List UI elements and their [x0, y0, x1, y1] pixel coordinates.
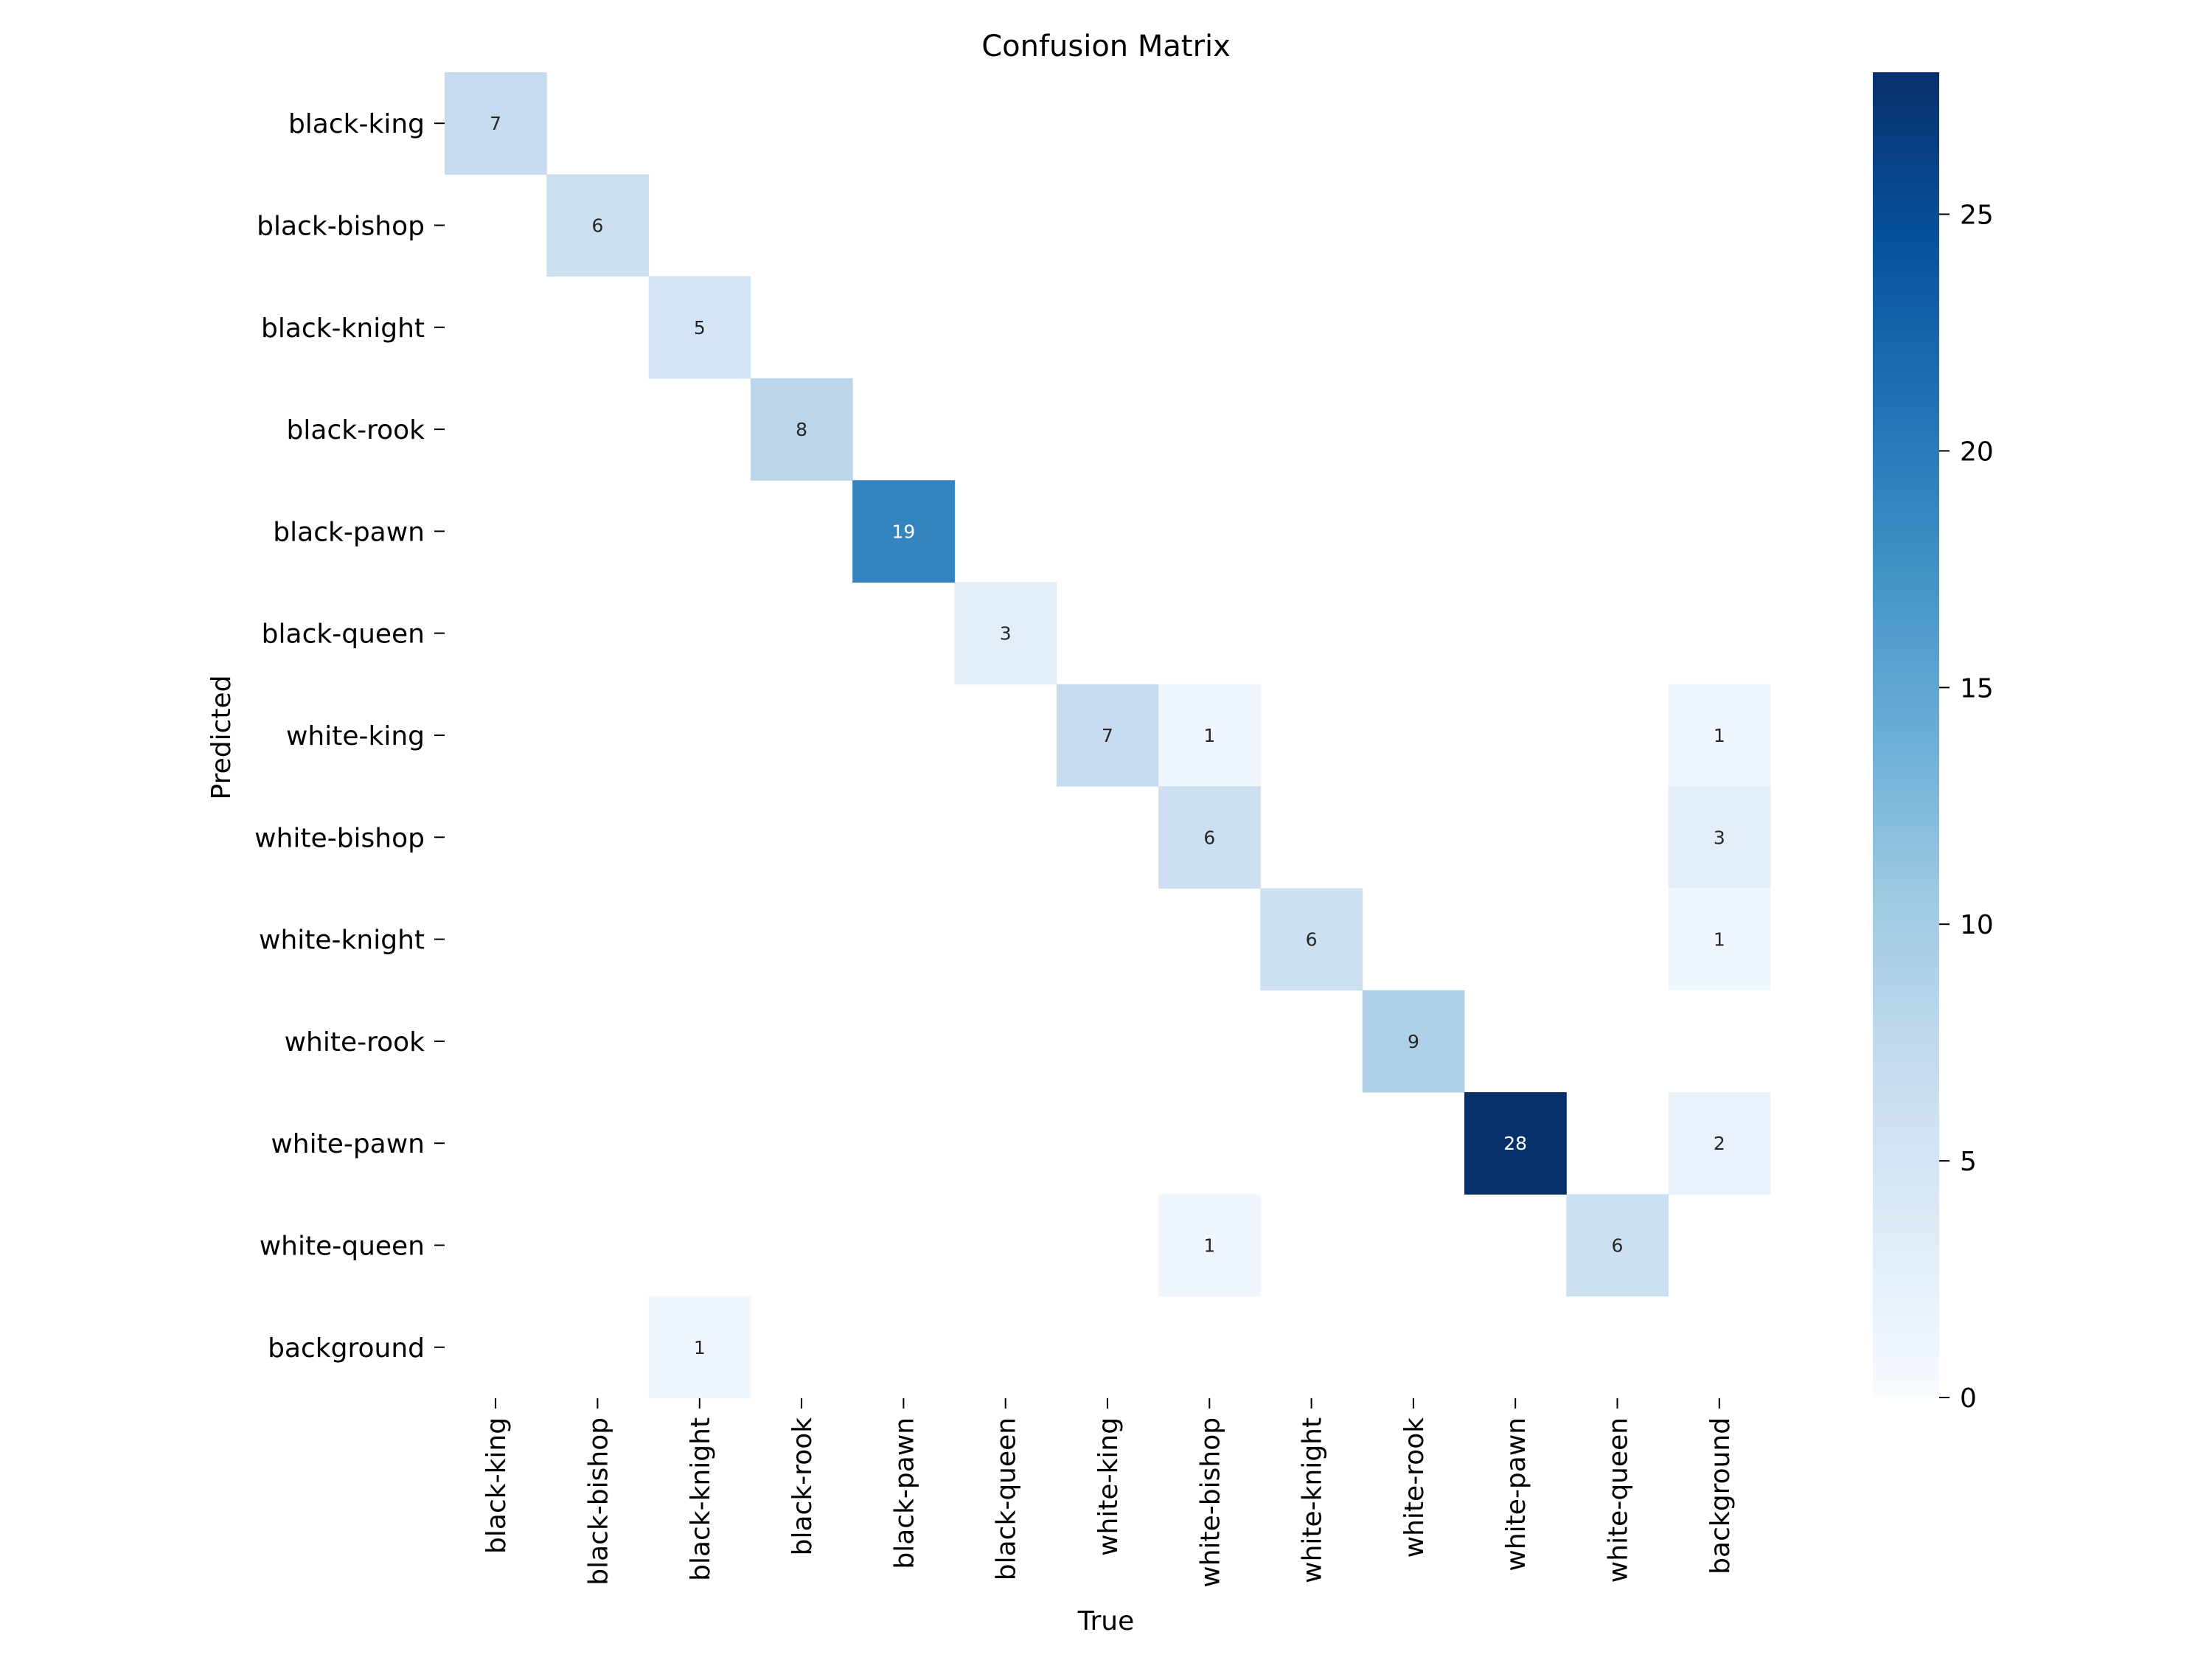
cell-value-label: 6 — [1612, 1235, 1624, 1257]
x-tick-label: white-queen — [1604, 1417, 1634, 1583]
y-tick-labels: black-king black-bishop black-knight black-… — [254, 109, 445, 1364]
y-tick-label: black-queen — [262, 619, 425, 650]
cell-value-label: 6 — [1203, 827, 1215, 848]
cell-value-label: 8 — [796, 419, 807, 440]
y-tick-label: white-rook — [285, 1027, 425, 1058]
cell-value-label: 1 — [1203, 1235, 1215, 1257]
y-tick-label: white-bishop — [254, 823, 425, 853]
x-tick-label: black-knight — [686, 1417, 716, 1581]
x-tick-label: black-rook — [787, 1417, 818, 1556]
y-tick-label: background — [268, 1333, 425, 1364]
cell-value-label: 9 — [1408, 1031, 1419, 1052]
cell-value-label: 7 — [1102, 725, 1113, 746]
y-tick-label: white-king — [286, 721, 425, 751]
cell-value-label: 3 — [1000, 623, 1012, 645]
y-tick-label: black-knight — [261, 313, 425, 344]
heatmap-cell — [1158, 786, 1261, 889]
y-tick-label: black-bishop — [257, 212, 425, 242]
chart-title: Confusion Matrix — [981, 29, 1231, 63]
cell-value-label: 6 — [1306, 929, 1318, 951]
cell-value-label: 1 — [694, 1337, 706, 1358]
cell-value-label: 28 — [1503, 1133, 1527, 1154]
x-tick-label: white-knight — [1298, 1417, 1328, 1583]
heatmap-cell — [1158, 684, 1261, 787]
x-tick-label: black-pawn — [889, 1417, 919, 1569]
heatmap-cell — [1566, 1194, 1669, 1297]
y-axis-label: Predicted — [206, 676, 237, 800]
x-tick-label: black-king — [481, 1417, 512, 1554]
cell-value-label: 5 — [694, 317, 706, 338]
cell-value-label: 1 — [1203, 725, 1215, 746]
x-tick-label: black-bishop — [583, 1417, 613, 1586]
y-tick-label: black-king — [288, 109, 425, 139]
heatmap-cell — [1464, 1092, 1567, 1195]
heatmap-cell — [1056, 684, 1159, 787]
colorbar-tick-label: 5 — [1960, 1147, 1977, 1177]
cell-value-label: 1 — [1714, 725, 1725, 746]
x-tick-label: black-queen — [992, 1417, 1022, 1580]
heatmap-cell — [852, 480, 955, 583]
y-tick-label: white-queen — [260, 1232, 425, 1262]
colorbar-ticks: 0 5 10 15 20 25 — [1939, 201, 1994, 1414]
y-tick-label: black-rook — [287, 415, 425, 445]
cell-value-label: 19 — [891, 521, 915, 542]
y-tick-label: white-knight — [259, 926, 425, 956]
x-tick-labels: black-king black-bishop black-knight black-… — [481, 1398, 1736, 1588]
heatmap-cell — [546, 174, 650, 277]
colorbar — [1873, 72, 1939, 1398]
colorbar-tick-label: 10 — [1960, 910, 1994, 940]
x-axis-label: True — [1077, 1606, 1134, 1636]
heatmap-cell — [445, 72, 547, 175]
heatmap-cell — [750, 378, 853, 481]
x-tick-label: background — [1705, 1417, 1736, 1575]
heatmap-cell — [1668, 1092, 1771, 1195]
x-tick-label: white-rook — [1399, 1417, 1430, 1558]
heatmap-cell — [1668, 786, 1771, 889]
heatmap-cell — [648, 1296, 751, 1399]
x-tick-label: white-king — [1093, 1417, 1124, 1556]
cell-value-label: 2 — [1714, 1133, 1725, 1154]
cell-value-label: 3 — [1714, 827, 1725, 848]
colorbar-tick-label: 0 — [1960, 1383, 1977, 1414]
colorbar-tick-label: 15 — [1960, 673, 1994, 704]
x-tick-label: white-pawn — [1501, 1417, 1531, 1572]
y-tick-label: white-pawn — [271, 1129, 425, 1159]
heatmap-cell — [954, 582, 1057, 685]
heatmap-cell — [648, 276, 751, 379]
heatmap-cell — [1668, 684, 1771, 787]
cell-value-label: 6 — [591, 215, 603, 237]
heatmap-cell — [1668, 888, 1771, 991]
heatmap-cell — [1260, 888, 1363, 991]
heatmap-cell — [1362, 990, 1465, 1093]
cell-value-label: 1 — [1714, 929, 1725, 951]
x-tick-label: white-bishop — [1195, 1417, 1225, 1588]
colorbar-tick-label: 20 — [1960, 437, 1994, 467]
colorbar-tick-label: 25 — [1960, 201, 1994, 231]
y-tick-label: black-pawn — [273, 517, 425, 547]
cell-value-label: 7 — [490, 113, 501, 134]
heatmap-cell — [1158, 1194, 1261, 1297]
